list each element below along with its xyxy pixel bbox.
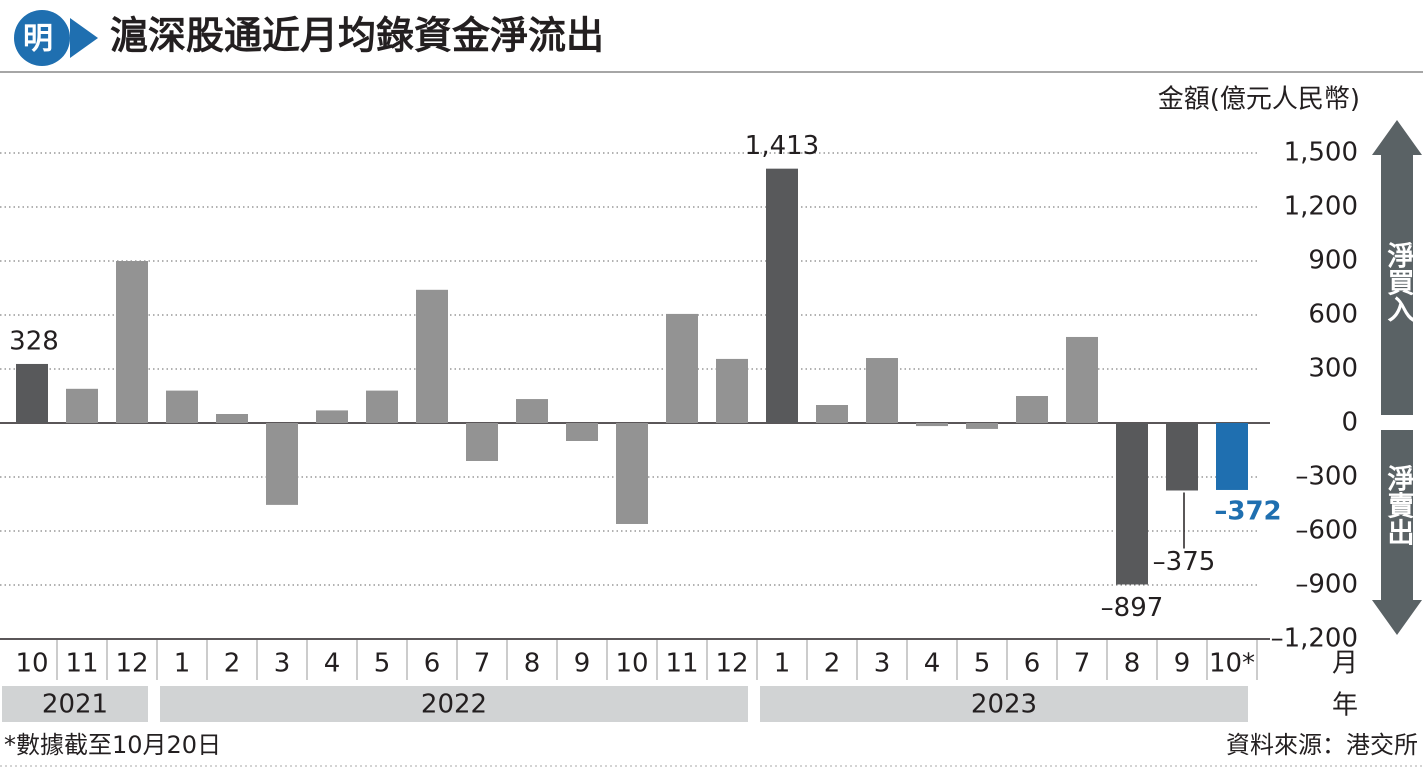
logo-arrow	[70, 18, 98, 58]
bar	[866, 358, 898, 423]
y-tick-label: –900	[1295, 570, 1358, 600]
bar	[1166, 423, 1198, 491]
year-label: 2023	[971, 690, 1037, 720]
bar	[266, 423, 298, 505]
x-tick-label: 4	[924, 649, 941, 679]
x-tick-label: 5	[974, 649, 991, 679]
bar	[116, 261, 148, 423]
bar	[216, 414, 248, 423]
x-tick-label: 12	[115, 649, 148, 679]
bar	[766, 168, 798, 423]
up-arrow	[1372, 120, 1422, 415]
y-tick-label: 600	[1308, 300, 1358, 330]
year-label: 2022	[421, 690, 487, 720]
y-tick-label: –600	[1295, 516, 1358, 546]
data-label: –375	[1153, 547, 1216, 577]
x-tick-label: 7	[1074, 649, 1091, 679]
bar	[966, 423, 998, 429]
bar	[166, 390, 198, 423]
bar	[716, 358, 748, 423]
x-tick-label: 2	[824, 649, 841, 679]
year-box	[760, 686, 1248, 722]
bar	[816, 405, 848, 423]
y-tick-label: 1,200	[1284, 192, 1358, 222]
bar	[1016, 396, 1048, 423]
x-tick-label: 6	[1024, 649, 1041, 679]
x-tick-label: 11	[65, 649, 98, 679]
data-label: 328	[9, 326, 59, 356]
bar	[616, 423, 648, 524]
x-tick-label: 5	[374, 649, 391, 679]
x-tick-label: 8	[524, 649, 541, 679]
bar	[566, 423, 598, 441]
x-tick-label: 7	[474, 649, 491, 679]
bar	[1116, 423, 1148, 585]
bar	[1216, 423, 1248, 490]
logo-circle	[14, 10, 70, 66]
y-tick-label: –1,200	[1271, 624, 1358, 654]
x-tick-label: 1	[174, 649, 191, 679]
data-label: 1,413	[745, 131, 819, 161]
y-tick-label: –300	[1295, 462, 1358, 492]
up-label: 淨買入	[1383, 241, 1415, 322]
bar	[666, 313, 698, 423]
x-tick-label: 8	[1124, 649, 1141, 679]
x-label: 月	[1332, 649, 1358, 679]
bar	[16, 363, 48, 423]
x-tick-label: 3	[874, 649, 891, 679]
year-label: 2021	[42, 690, 108, 720]
bar	[366, 390, 398, 423]
y-tick-label: 0	[1341, 408, 1358, 438]
chart-title: 滬深股通近月均錄資金淨流出	[110, 14, 604, 58]
year-box	[160, 686, 748, 722]
x-tick-label: 9	[1174, 649, 1191, 679]
bar	[416, 289, 448, 423]
bar	[1066, 336, 1098, 423]
y-tick-label: 300	[1308, 354, 1358, 384]
bar	[916, 423, 948, 427]
unit-label: 金額(億元人民幣)	[1158, 85, 1360, 115]
x-tick-label: 11	[665, 649, 698, 679]
x-tick-label: 1	[774, 649, 791, 679]
source: 資料來源：港交所	[1226, 731, 1418, 759]
x-tick-label: 10*	[1209, 649, 1255, 679]
footnote: *數據截至10月20日	[4, 731, 221, 759]
x-tick-label: 12	[715, 649, 748, 679]
x-tick-label: 3	[274, 649, 291, 679]
bar	[316, 410, 348, 423]
down-arrow	[1372, 430, 1422, 635]
data-label: –372	[1214, 496, 1281, 526]
down-label: 淨賣出	[1383, 464, 1415, 545]
y-tick-label: 900	[1308, 246, 1358, 276]
x-tick-label: 10	[615, 649, 648, 679]
bar	[516, 399, 548, 423]
bar	[66, 388, 98, 423]
x-tick-label: 2	[224, 649, 241, 679]
x-tick-label: 9	[574, 649, 591, 679]
x-tick-label: 10	[15, 649, 48, 679]
data-label: –897	[1101, 593, 1164, 623]
year-box	[2, 686, 148, 722]
bar	[466, 423, 498, 461]
x-tick-label: 4	[324, 649, 341, 679]
y-tick-label: 1,500	[1284, 138, 1358, 168]
year-label: 年	[1332, 691, 1358, 721]
logo: 明	[23, 22, 53, 57]
x-tick-label: 6	[424, 649, 441, 679]
